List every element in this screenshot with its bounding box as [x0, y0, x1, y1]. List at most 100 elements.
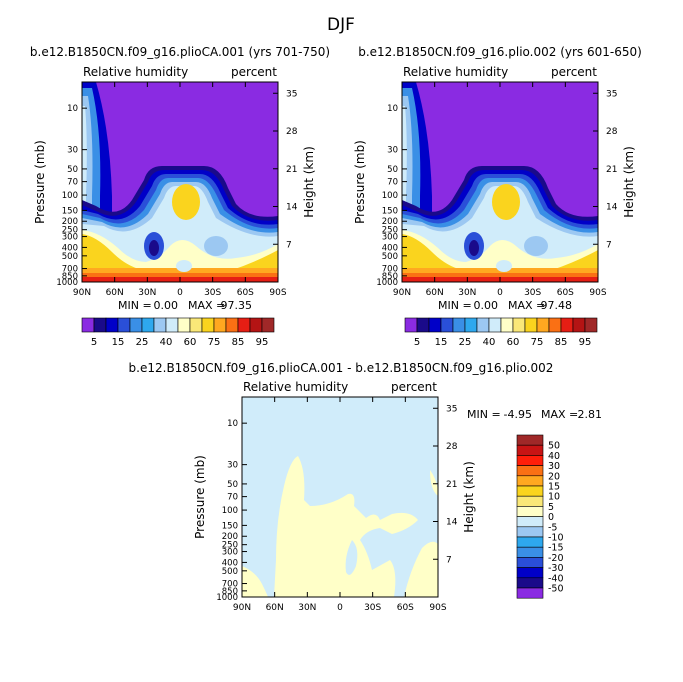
panel-a-colorbar-label: 40: [160, 337, 173, 348]
panel-c-colorbar-label: -10: [548, 533, 564, 544]
panel-c-colorbar-box: [516, 567, 544, 579]
panel-c-colorbar-label: -40: [548, 573, 564, 584]
panel-a-ytick-label: 400: [62, 243, 78, 253]
panel-a-ylabel-right: Height (km): [302, 146, 316, 217]
panel-a-units: percent: [231, 65, 277, 79]
panel-a-ytick-label: 200: [62, 217, 78, 227]
panel-c-min-label: MIN =: [467, 408, 501, 421]
panel-a-colorbar-box: [81, 317, 95, 333]
panel-b-colorbar-box: [428, 317, 442, 333]
panel-a-colorbar-box: [165, 317, 179, 333]
panel-c-colorbar-box: [516, 536, 544, 548]
panel-b-colorbar-box: [452, 317, 466, 333]
panel-c-colorbar-box: [516, 444, 544, 456]
panel-c-colorbar-box: [516, 475, 544, 487]
panel-c-title: b.e12.B1850CN.f09_g16.plioCA.001 - b.e12…: [129, 361, 554, 375]
panel-a-xtick-label: 90N: [73, 288, 91, 298]
panel-b-colorbar-label: 95: [579, 337, 592, 348]
panel-c-ytick-label: 200: [222, 532, 238, 542]
panel-b-ytick-label: 1000: [376, 278, 398, 288]
panel-c-negative-pocket: [345, 540, 358, 575]
panel-b-ytick-label: 70: [387, 178, 398, 188]
panel-c-min-value: -4.95: [504, 408, 532, 421]
panel-b: b.e12.B1850CN.f09_g16.plio.002 (yrs 601-…: [353, 45, 642, 348]
panel-a-dry-blob-core: [149, 240, 159, 256]
panel-a-field: [82, 82, 278, 282]
panel-b-max-value: 97.48: [541, 299, 573, 312]
panel-b-colorbar-label: 75: [531, 337, 544, 348]
panel-b-upper-yellow-blob: [492, 184, 520, 220]
panel-c-positive-region-surface: [300, 588, 326, 597]
panel-c-colorbar-box: [516, 557, 544, 568]
panel-a-ytick-label: 1000: [56, 278, 78, 288]
panel-a-colorbar: 5 15 25 40 60 75 85 95: [81, 317, 275, 348]
panel-b-ylabel-right: Height (km): [622, 146, 636, 217]
panel-c-colorbar-box: [516, 506, 544, 517]
panel-c-colorbar-label: -20: [548, 553, 564, 564]
panel-b-colorbar-label: 5: [414, 337, 420, 348]
panel-b-colorbar-box: [524, 317, 538, 333]
panel-c-xtick-label: 60S: [397, 603, 414, 613]
panel-c-colorbar-box: [516, 455, 544, 466]
panel-a-colorbar-box: [93, 317, 107, 333]
panel-a-colorbar-box: [189, 317, 203, 333]
panel-a-variable: Relative humidity: [83, 65, 188, 79]
panel-a-colorbar-label: 85: [232, 337, 245, 348]
panel-c-ytick-label: 850: [222, 587, 238, 597]
panel-a-colorbar-label: 95: [256, 337, 269, 348]
panel-b-min-label: MIN =: [438, 299, 472, 312]
panel-a-colorbar-box: [117, 317, 131, 333]
panel-c-ytick-label: 400: [222, 558, 238, 568]
panel-c-ytick-label: 50: [227, 480, 238, 490]
panel-a: b.e12.B1850CN.f09_g16.plioCA.001 (yrs 70…: [30, 45, 330, 348]
panel-b-ylabel: Pressure (mb): [353, 140, 367, 224]
panel-b-colorbar-box: [416, 317, 430, 333]
panel-c-positive-region-main: [274, 456, 418, 597]
panel-b-colorbar-label: 15: [435, 337, 448, 348]
panel-a-min-label: MIN =: [118, 299, 152, 312]
panel-c-colorbar-box: [516, 546, 544, 558]
panel-b-min-value: 0.00: [474, 299, 499, 312]
panel-b-variable: Relative humidity: [403, 65, 508, 79]
panel-a-ytick-label: 500: [62, 252, 78, 262]
panel-c-ylabel: Pressure (mb): [193, 455, 207, 539]
panel-c-positive-region-west: [242, 566, 268, 597]
panel-a-colorbar-label: 25: [136, 337, 149, 348]
panel-a-colorbar-box: [237, 317, 251, 333]
panel-a-height-tick-label: 14: [286, 203, 298, 213]
panel-c-max-label: MAX =: [541, 408, 578, 421]
panel-b-xtick-label: 30N: [458, 288, 476, 298]
panel-a-colorbar-box: [105, 317, 119, 333]
panel-c-max-value: 2.81: [578, 408, 603, 421]
panel-c-variable: Relative humidity: [243, 380, 348, 394]
panel-b-colorbar-label: 85: [555, 337, 568, 348]
panel-c-ytick-label: 70: [227, 493, 238, 503]
panel-b-height-tick-label: 7: [606, 240, 612, 250]
panel-a-xtick-label: 30S: [204, 288, 221, 298]
panel-c-height-tick-label: 28: [446, 442, 458, 452]
panel-a-colorbar-label: 60: [184, 337, 197, 348]
panel-b-xtick-label: 90N: [393, 288, 411, 298]
panel-c-xtick-label: 0: [337, 603, 343, 613]
panel-c-colorbar-box: [516, 577, 544, 589]
panel-b-ytick-label: 200: [382, 217, 398, 227]
panel-a-ticks: 90N 60N 30N 0 30S 60S 90S103050701001502002503…: [56, 82, 298, 298]
panel-b-ytick-label: 50: [387, 165, 398, 175]
panel-c-positive-region-upper-east: [430, 470, 438, 496]
panel-a-surface-pale-patch: [176, 260, 192, 272]
panel-a-colorbar-box: [129, 317, 143, 333]
panel-a-min-value: 0.00: [154, 299, 179, 312]
panel-b-units: percent: [551, 65, 597, 79]
panel-c-height-tick-label: 21: [446, 480, 457, 490]
figure-title: DJF: [327, 15, 355, 35]
panel-c-ytick-label: 10: [227, 419, 238, 429]
panel-a-height-tick-label: 21: [286, 165, 297, 175]
panel-b-xtick-label: 60S: [557, 288, 574, 298]
panel-c-ticks: 90N 60N 30N 0 30S 60S 90S103050701001502002503…: [216, 397, 458, 613]
panel-a-colorbar-box: [141, 317, 155, 333]
panel-b-max-label: MAX =: [508, 299, 545, 312]
panel-a-colorbar-box: [225, 317, 239, 333]
panel-c: b.e12.B1850CN.f09_g16.plioCA.001 - b.e12…: [129, 361, 602, 613]
panel-b-colorbar-label: 60: [507, 337, 520, 348]
